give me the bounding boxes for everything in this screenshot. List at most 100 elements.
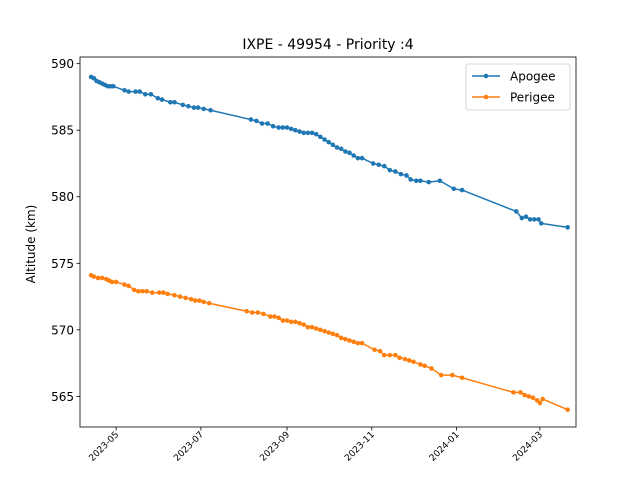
perigee-data-point (177, 294, 183, 299)
perigee-data-point (338, 335, 344, 341)
perigee-data-point (193, 298, 198, 303)
perigee-data-point (284, 318, 290, 323)
apogee-data-point (276, 125, 281, 130)
perigee-data-point (450, 372, 455, 378)
perigee-data-point (95, 275, 101, 281)
perigee-data-point (99, 275, 105, 281)
apogee-data-point (122, 87, 127, 93)
perigee-data-point (136, 288, 141, 294)
apogee-data-point (195, 105, 201, 110)
x-tick-label: 2024-03 (511, 430, 545, 464)
perigee-data-point (305, 324, 311, 330)
perigee-data-point (113, 279, 119, 285)
perigee-data-point (522, 392, 527, 398)
apogee-data-point (513, 209, 519, 214)
apogee-data-point (387, 167, 393, 173)
apogee-data-point (527, 217, 533, 222)
perigee-data-point (326, 330, 331, 335)
apogee-data-point (201, 106, 206, 112)
perigee-data-point (131, 287, 137, 293)
apogee-data-point (293, 127, 298, 133)
apogee-data-point (270, 123, 276, 129)
perigee-data-point (161, 290, 166, 295)
perigee-data-point (165, 291, 170, 297)
apogee-data-point (313, 131, 319, 137)
apogee-data-point (305, 130, 311, 136)
apogee-data-point (133, 89, 138, 94)
apogee-data-point (338, 146, 344, 152)
perigee-data-point (351, 339, 357, 345)
perigee-data-point (459, 375, 465, 381)
apogee-data-point (538, 221, 544, 226)
apogee-data-point (159, 97, 165, 102)
perigee-data-point (201, 299, 206, 305)
apogee-data-point (370, 161, 376, 166)
perigee-data-point (91, 274, 97, 279)
perigee-data-point (540, 396, 545, 402)
plot-area: 565 570 575 580 585 590 2023-05 2023-07 2023-09 2… (51, 57, 570, 464)
apogee-data-point (418, 178, 423, 184)
perigee-data-point (537, 400, 543, 406)
apogee-data-point (297, 129, 302, 134)
apogee-data-point (381, 163, 387, 169)
apogee-data-point (309, 130, 315, 136)
x-tick-label: 2023-11 (343, 430, 377, 464)
apogee-data-point (143, 91, 148, 97)
perigee-data-point (156, 290, 162, 295)
perigee-data-point (188, 296, 194, 302)
perigee-data-point (334, 332, 340, 338)
apogee-data-point (347, 150, 352, 156)
apogee-data-point (334, 145, 340, 150)
perigee-data-point (418, 362, 423, 367)
legend-apogee-label: Apogee (510, 70, 556, 84)
perigee-data-point (301, 322, 306, 327)
perigee-data-point (276, 315, 281, 321)
perigee-data-point (343, 336, 348, 342)
perigee-data-point (402, 356, 408, 362)
apogee-data-point (376, 162, 382, 168)
apogee-data-point (284, 125, 290, 130)
chart-title: IXPE - 49954 - Priority :4 (242, 37, 413, 53)
perigee-data-point (122, 282, 127, 287)
apogee-data-point (259, 121, 265, 126)
legend: Apogee Perigee (465, 63, 571, 111)
perigee-series-line (90, 274, 568, 411)
apogee-data-point (408, 177, 413, 182)
x-tick-label: 2023-07 (172, 430, 206, 464)
perigee-data-point (261, 311, 266, 317)
perigee-data-point (313, 326, 319, 331)
perigee-data-point (347, 338, 352, 343)
legend-perigee-marker (483, 94, 489, 100)
perigee-data-point (530, 395, 536, 401)
perigee-data-point (172, 292, 177, 298)
perigee-data-point (144, 288, 149, 294)
perigee-data-point (126, 283, 131, 289)
y-tick-label: 590 (51, 57, 74, 71)
apogee-data-point (351, 153, 357, 158)
apogee-data-point (404, 173, 409, 178)
perigee-data-point (197, 298, 202, 303)
legend-perigee-label: Perigee (510, 91, 555, 105)
perigee-data-point (355, 340, 361, 346)
perigee-data-point (411, 359, 416, 365)
perigee-data-point (359, 340, 365, 346)
perigee-data-point (393, 352, 398, 358)
perigee-data-point (297, 320, 302, 326)
apogee-data-point (330, 142, 336, 148)
apogee-data-point (426, 179, 432, 185)
perigee-data-point (429, 366, 434, 371)
apogee-data-point (565, 225, 570, 230)
perigee-data-point (377, 348, 383, 354)
perigee-data-point (249, 310, 255, 315)
apogee-data-point (451, 186, 457, 192)
perigee-data-point (511, 390, 516, 395)
x-tick-label: 2023-05 (88, 430, 122, 464)
apogee-data-point (398, 171, 404, 177)
perigee-data-point (140, 288, 145, 294)
apogee-data-point (413, 178, 419, 184)
perigee-data-point (397, 355, 402, 361)
perigee-data-point (280, 318, 286, 323)
perigee-data-point (206, 300, 212, 306)
perigee-data-point (318, 327, 323, 333)
apogee-data-point (126, 89, 131, 94)
